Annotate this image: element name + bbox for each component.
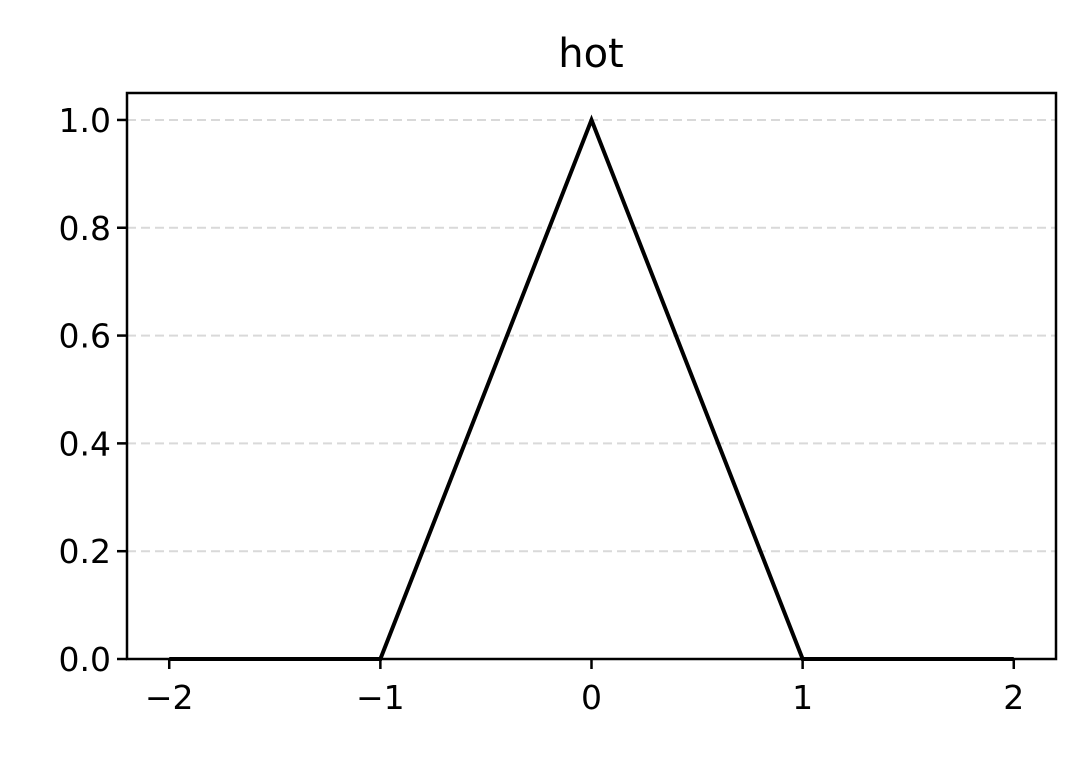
y-tick-label: 0.0	[59, 640, 111, 679]
y-axis: 0.0 0.2 0.4 0.6 0.8 1.0	[59, 101, 127, 679]
series-layer	[169, 114, 1014, 661]
x-axis: −2 −1 0 1 2	[145, 659, 1024, 717]
chart-title: hot	[558, 31, 624, 77]
y-tick-label: 1.0	[59, 101, 111, 140]
x-tick-label: 1	[792, 678, 813, 717]
x-tick-label: 0	[581, 678, 602, 717]
series-line	[169, 114, 1014, 661]
x-tick-label: −1	[356, 678, 405, 717]
y-tick-label: 0.4	[59, 424, 111, 463]
x-tick-label: −2	[145, 678, 194, 717]
y-tick-label: 0.6	[59, 317, 111, 356]
gridlines	[127, 118, 1056, 553]
y-tick-label: 0.8	[59, 209, 111, 248]
y-tick-label: 0.2	[59, 532, 111, 571]
x-tick-label: 2	[1003, 678, 1024, 717]
plot-frame	[125, 91, 1058, 661]
